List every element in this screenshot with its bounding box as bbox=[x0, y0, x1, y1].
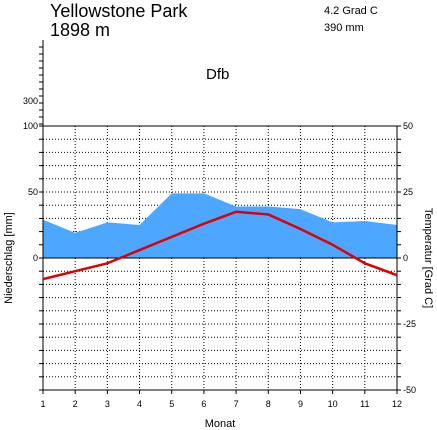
x-axis-label: Monat bbox=[205, 418, 236, 430]
y-axis-label-left: Niederschlag [mm] bbox=[3, 212, 15, 304]
x-tick-label: 8 bbox=[266, 399, 271, 409]
x-tick-label: 11 bbox=[360, 399, 369, 409]
left-tick-label: 0 bbox=[33, 253, 38, 263]
annual-precipitation: 390 mm bbox=[324, 22, 364, 34]
temperature-series-line bbox=[42, 210, 398, 281]
left-tick-label: 100 bbox=[23, 121, 38, 131]
right-tick-label: 25 bbox=[403, 187, 413, 197]
precipitation-area bbox=[42, 193, 398, 258]
right-tick-label: 50 bbox=[403, 121, 413, 131]
station-title: Yellowstone Park bbox=[50, 1, 188, 21]
chart-axes bbox=[39, 125, 401, 394]
x-tick-label: 4 bbox=[137, 399, 142, 409]
right-tick-label: -50 bbox=[403, 385, 416, 395]
temperature-line bbox=[42, 210, 398, 281]
precip-area-shape bbox=[43, 193, 397, 258]
left-tick-label: 50 bbox=[28, 187, 38, 197]
x-tick-label: 5 bbox=[169, 399, 174, 409]
right-tick-label: -25 bbox=[403, 319, 416, 329]
x-tick-label: 3 bbox=[105, 399, 110, 409]
x-tick-label: 7 bbox=[234, 399, 239, 409]
x-tick-label: 2 bbox=[73, 399, 78, 409]
station-elevation: 1898 m bbox=[50, 20, 110, 40]
left-tick-label: 300 bbox=[23, 96, 38, 106]
mean-temperature: 4.2 Grad C bbox=[324, 5, 378, 17]
x-tick-label: 12 bbox=[392, 399, 402, 409]
x-tick-label: 1 bbox=[40, 399, 45, 409]
x-tick-label: 6 bbox=[201, 399, 206, 409]
climate-classification: Dfb bbox=[206, 66, 229, 83]
x-tick-label: 10 bbox=[328, 399, 338, 409]
x-tick-label: 9 bbox=[298, 399, 303, 409]
upper-precip-axis bbox=[39, 40, 44, 126]
right-tick-label: 0 bbox=[403, 253, 408, 263]
y-axis-label-right: Temperatur [Grad C] bbox=[422, 208, 434, 308]
